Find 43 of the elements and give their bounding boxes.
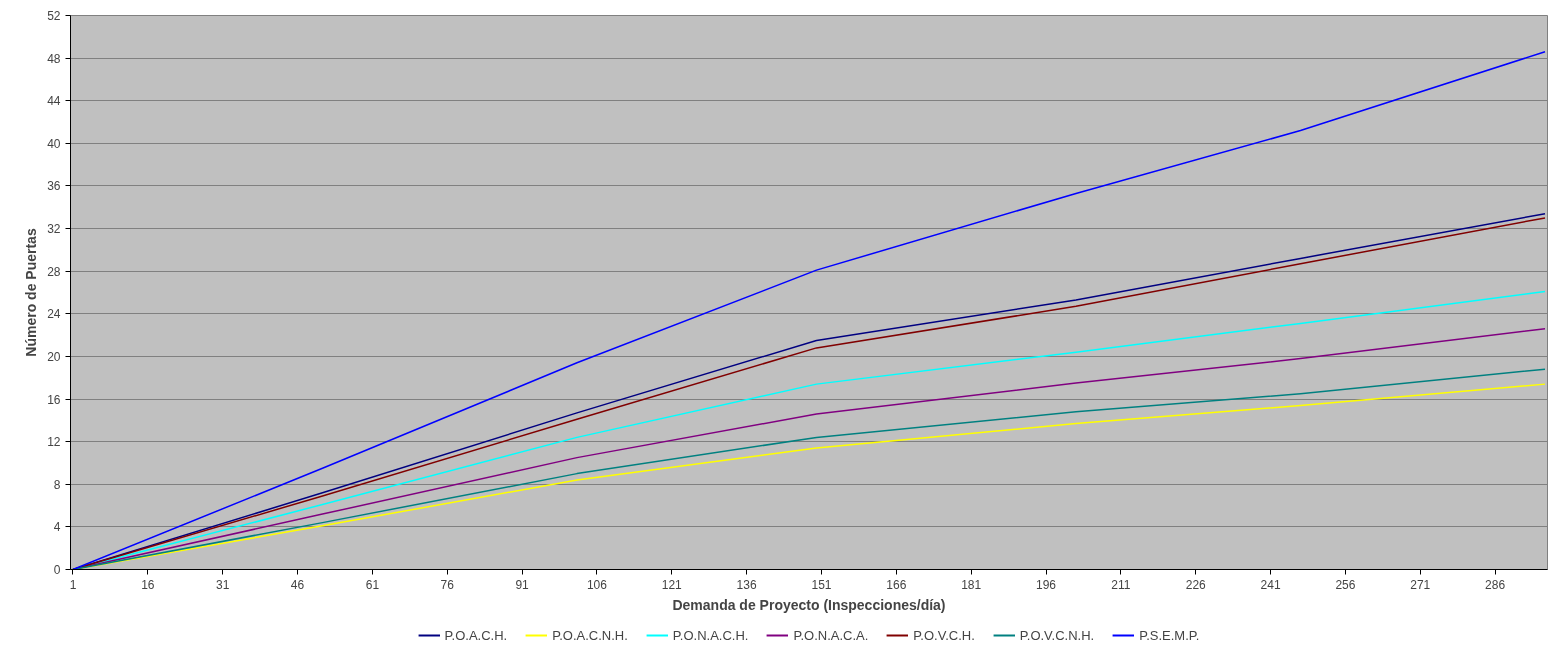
y-tick-label: 0 [53,563,61,577]
x-tick-label: 106 [586,577,608,592]
legend-label: P.O.A.C.H. [444,627,508,643]
x-tick-label: 166 [886,577,907,592]
x-tick-label: 1 [69,577,77,592]
y-tick-label: 48 [47,51,61,66]
x-tick-label: 91 [515,577,530,592]
legend-label: P.S.E.M.P. [1139,627,1200,643]
legend-label: P.O.A.C.N.H. [552,627,628,643]
y-tick-label: 4 [53,520,61,535]
x-tick-label: 76 [440,577,455,592]
y-tick-label: 44 [47,94,61,109]
y-tick-label: 40 [47,136,61,151]
x-tick-label: 31 [216,577,230,592]
x-tick-label: 61 [365,577,380,592]
y-tick-label: 36 [47,179,61,194]
x-tick-label: 241 [1260,577,1281,592]
y-tick-label: 16 [47,392,61,407]
x-tick-label: 196 [1036,577,1057,592]
x-tick-label: 286 [1485,577,1506,592]
legend-label: P.O.V.C.H. [913,627,975,643]
x-tick-label: 151 [811,577,832,592]
y-tick-label: 28 [47,264,61,279]
y-tick-label: 32 [47,222,61,237]
y-tick-label: 8 [53,477,61,492]
x-axis-title: Demanda de Proyecto (Inspecciones/día) [672,596,946,613]
legend-label: P.O.N.A.C.H. [672,627,749,643]
x-tick-label: 16 [141,577,155,592]
x-tick-label: 46 [290,577,305,592]
legend-label: P.O.V.C.N.H. [1019,627,1095,643]
legend-label: P.O.N.A.C.A. [793,627,869,643]
x-tick-label: 271 [1410,577,1431,592]
x-tick-label: 121 [661,577,683,592]
y-axis-title: Número de Puertas [23,228,40,357]
y-tick-label: 24 [47,307,61,322]
x-tick-label: 256 [1335,577,1356,592]
x-tick-label: 211 [1111,577,1131,592]
y-tick-label: 12 [47,435,61,450]
x-tick-label: 181 [961,577,982,592]
x-tick-label: 136 [736,577,757,592]
y-tick-label: 20 [47,349,61,364]
y-tick-label: 52 [47,9,61,23]
x-tick-label: 226 [1185,577,1207,592]
